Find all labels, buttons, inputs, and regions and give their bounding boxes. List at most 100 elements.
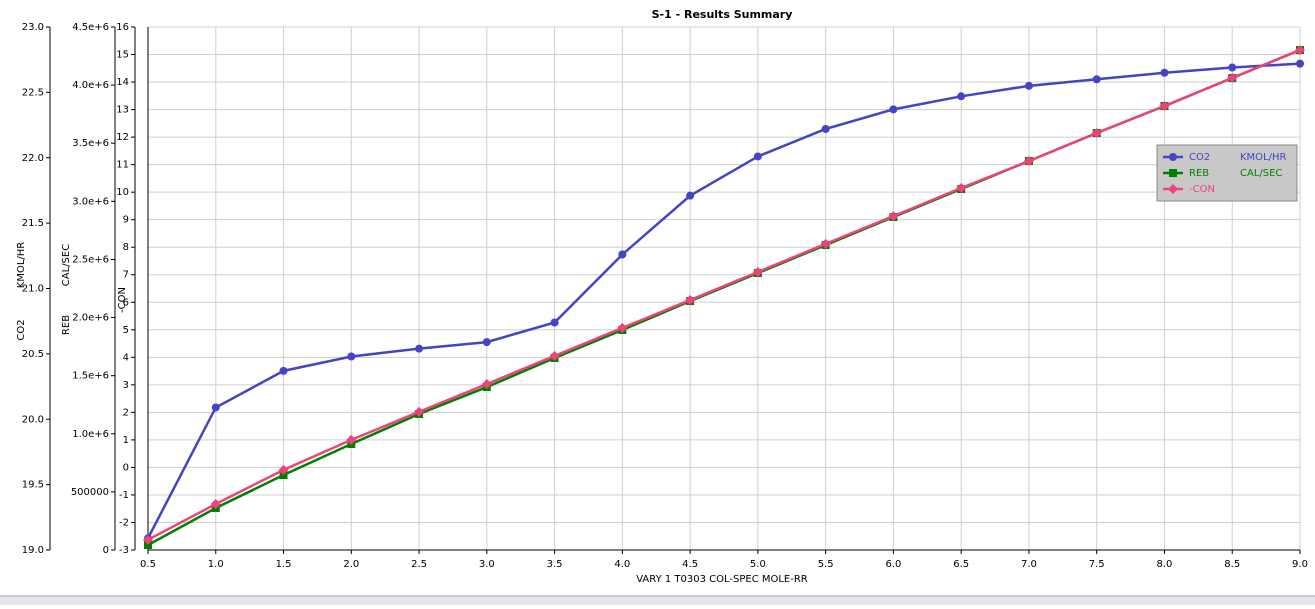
y3-tick-label: 5 xyxy=(123,325,129,336)
y-tick-label: 20.5 xyxy=(22,349,44,360)
y3-tick-label: 8 xyxy=(123,242,129,253)
x-tick-label: 3.0 xyxy=(479,559,495,570)
y-tick-label: 20.0 xyxy=(22,414,44,425)
point xyxy=(1024,81,1033,90)
series-line xyxy=(146,62,1301,539)
y-tick-label: 22.0 xyxy=(22,153,44,164)
point xyxy=(618,250,627,259)
x-tick-label: 6.0 xyxy=(885,559,901,570)
y-axis-title: CO2 xyxy=(16,319,27,340)
y-tick-label: 21.5 xyxy=(22,218,44,229)
y3-tick-label: 3 xyxy=(123,380,129,391)
y-tick-label: 21.0 xyxy=(22,284,44,295)
x-tick-label: 7.0 xyxy=(1021,559,1037,570)
point xyxy=(346,434,357,445)
point xyxy=(1228,63,1237,72)
y-axis-unit: KMOL/HR xyxy=(16,242,27,289)
point xyxy=(414,406,425,417)
point xyxy=(685,295,696,306)
point xyxy=(617,322,628,333)
y3-axis-title: -CON xyxy=(117,287,128,313)
y3-tick-label: 10 xyxy=(116,187,129,198)
point xyxy=(549,350,560,361)
point xyxy=(1296,59,1304,68)
y3-tick-label: 6 xyxy=(123,297,129,308)
legend-unit: KMOL/HR xyxy=(1240,152,1287,163)
y2-tick-label: 0 xyxy=(103,545,109,556)
x-tick-label: 8.5 xyxy=(1224,559,1240,570)
y2-tick-label: 3.5e+6 xyxy=(72,138,109,149)
legend-label: -CON xyxy=(1189,184,1215,195)
y2-tick-label: 4.0e+6 xyxy=(72,80,109,91)
point xyxy=(279,471,288,480)
y2-tick-label: 3.0e+6 xyxy=(72,196,109,207)
point xyxy=(278,464,289,475)
legend-marker xyxy=(1169,169,1177,177)
x-tick-label: 5.5 xyxy=(818,559,834,570)
point xyxy=(752,266,763,277)
y3-tick-label: 11 xyxy=(116,160,129,171)
point xyxy=(1295,45,1305,56)
x-tick-label: 7.5 xyxy=(1089,559,1105,570)
point xyxy=(347,352,356,361)
y3-tick-label: 12 xyxy=(116,132,129,143)
chart-title: S-1 - Results Summary xyxy=(652,8,793,21)
series-line xyxy=(147,48,1301,541)
point xyxy=(279,366,288,375)
x-tick-label: 2.5 xyxy=(411,559,427,570)
y3-tick-label: -1 xyxy=(119,490,129,501)
y2-tick-label: 1.0e+6 xyxy=(72,429,109,440)
point xyxy=(820,238,831,249)
point xyxy=(550,318,559,327)
y3-tick-label: -3 xyxy=(119,545,129,556)
point xyxy=(1160,68,1169,77)
y3-tick-label: 1 xyxy=(123,435,129,446)
y-tick-label: 22.5 xyxy=(22,87,44,98)
y3-tick-label: 0 xyxy=(123,462,129,473)
y-tick-label: 19.5 xyxy=(22,480,44,491)
status-bar xyxy=(0,596,1315,605)
y3-tick-label: 16 xyxy=(116,22,129,33)
point xyxy=(821,124,830,133)
x-tick-label: 8.0 xyxy=(1157,559,1173,570)
point xyxy=(888,211,899,222)
point xyxy=(481,379,492,390)
x-axis-title: VARY 1 T0303 COL-SPEC MOLE-RR xyxy=(636,574,808,585)
y2-axis-title: REB xyxy=(61,315,72,335)
legend-label: REB xyxy=(1189,168,1209,179)
y3-tick-label: 9 xyxy=(123,215,129,226)
y2-tick-label: 2.5e+6 xyxy=(72,254,109,265)
y-tick-label: 23.0 xyxy=(22,22,44,33)
y3-tick-label: -2 xyxy=(119,517,129,528)
x-tick-label: 3.5 xyxy=(547,559,563,570)
y3-tick-label: 13 xyxy=(116,105,129,116)
point xyxy=(1091,127,1102,138)
x-tick-label: 9.0 xyxy=(1292,559,1308,570)
point xyxy=(415,344,424,353)
y3-tick-label: 7 xyxy=(123,270,129,281)
x-tick-label: 6.5 xyxy=(953,559,969,570)
legend-marker xyxy=(1168,184,1178,194)
y2-tick-label: 500000 xyxy=(71,487,109,498)
series-line xyxy=(147,48,1301,547)
point xyxy=(957,92,966,101)
x-tick-label: 4.0 xyxy=(614,559,630,570)
point xyxy=(210,499,221,510)
legend-label: CO2 xyxy=(1189,152,1210,163)
x-tick-label: 5.0 xyxy=(750,559,766,570)
point xyxy=(1159,101,1170,112)
point xyxy=(1227,72,1238,83)
point xyxy=(753,152,762,161)
y2-tick-label: 4.5e+6 xyxy=(72,22,109,33)
y3-tick-label: 14 xyxy=(116,77,129,88)
point xyxy=(1023,156,1034,167)
point xyxy=(956,183,967,194)
y2-tick-label: 1.5e+6 xyxy=(72,371,109,382)
point xyxy=(686,191,695,200)
y2-axis-unit: CAL/SEC xyxy=(61,244,72,286)
y3-tick-label: 15 xyxy=(116,50,129,61)
y2-tick-label: 2.0e+6 xyxy=(72,313,109,324)
point xyxy=(1092,75,1101,84)
x-tick-label: 1.5 xyxy=(276,559,292,570)
